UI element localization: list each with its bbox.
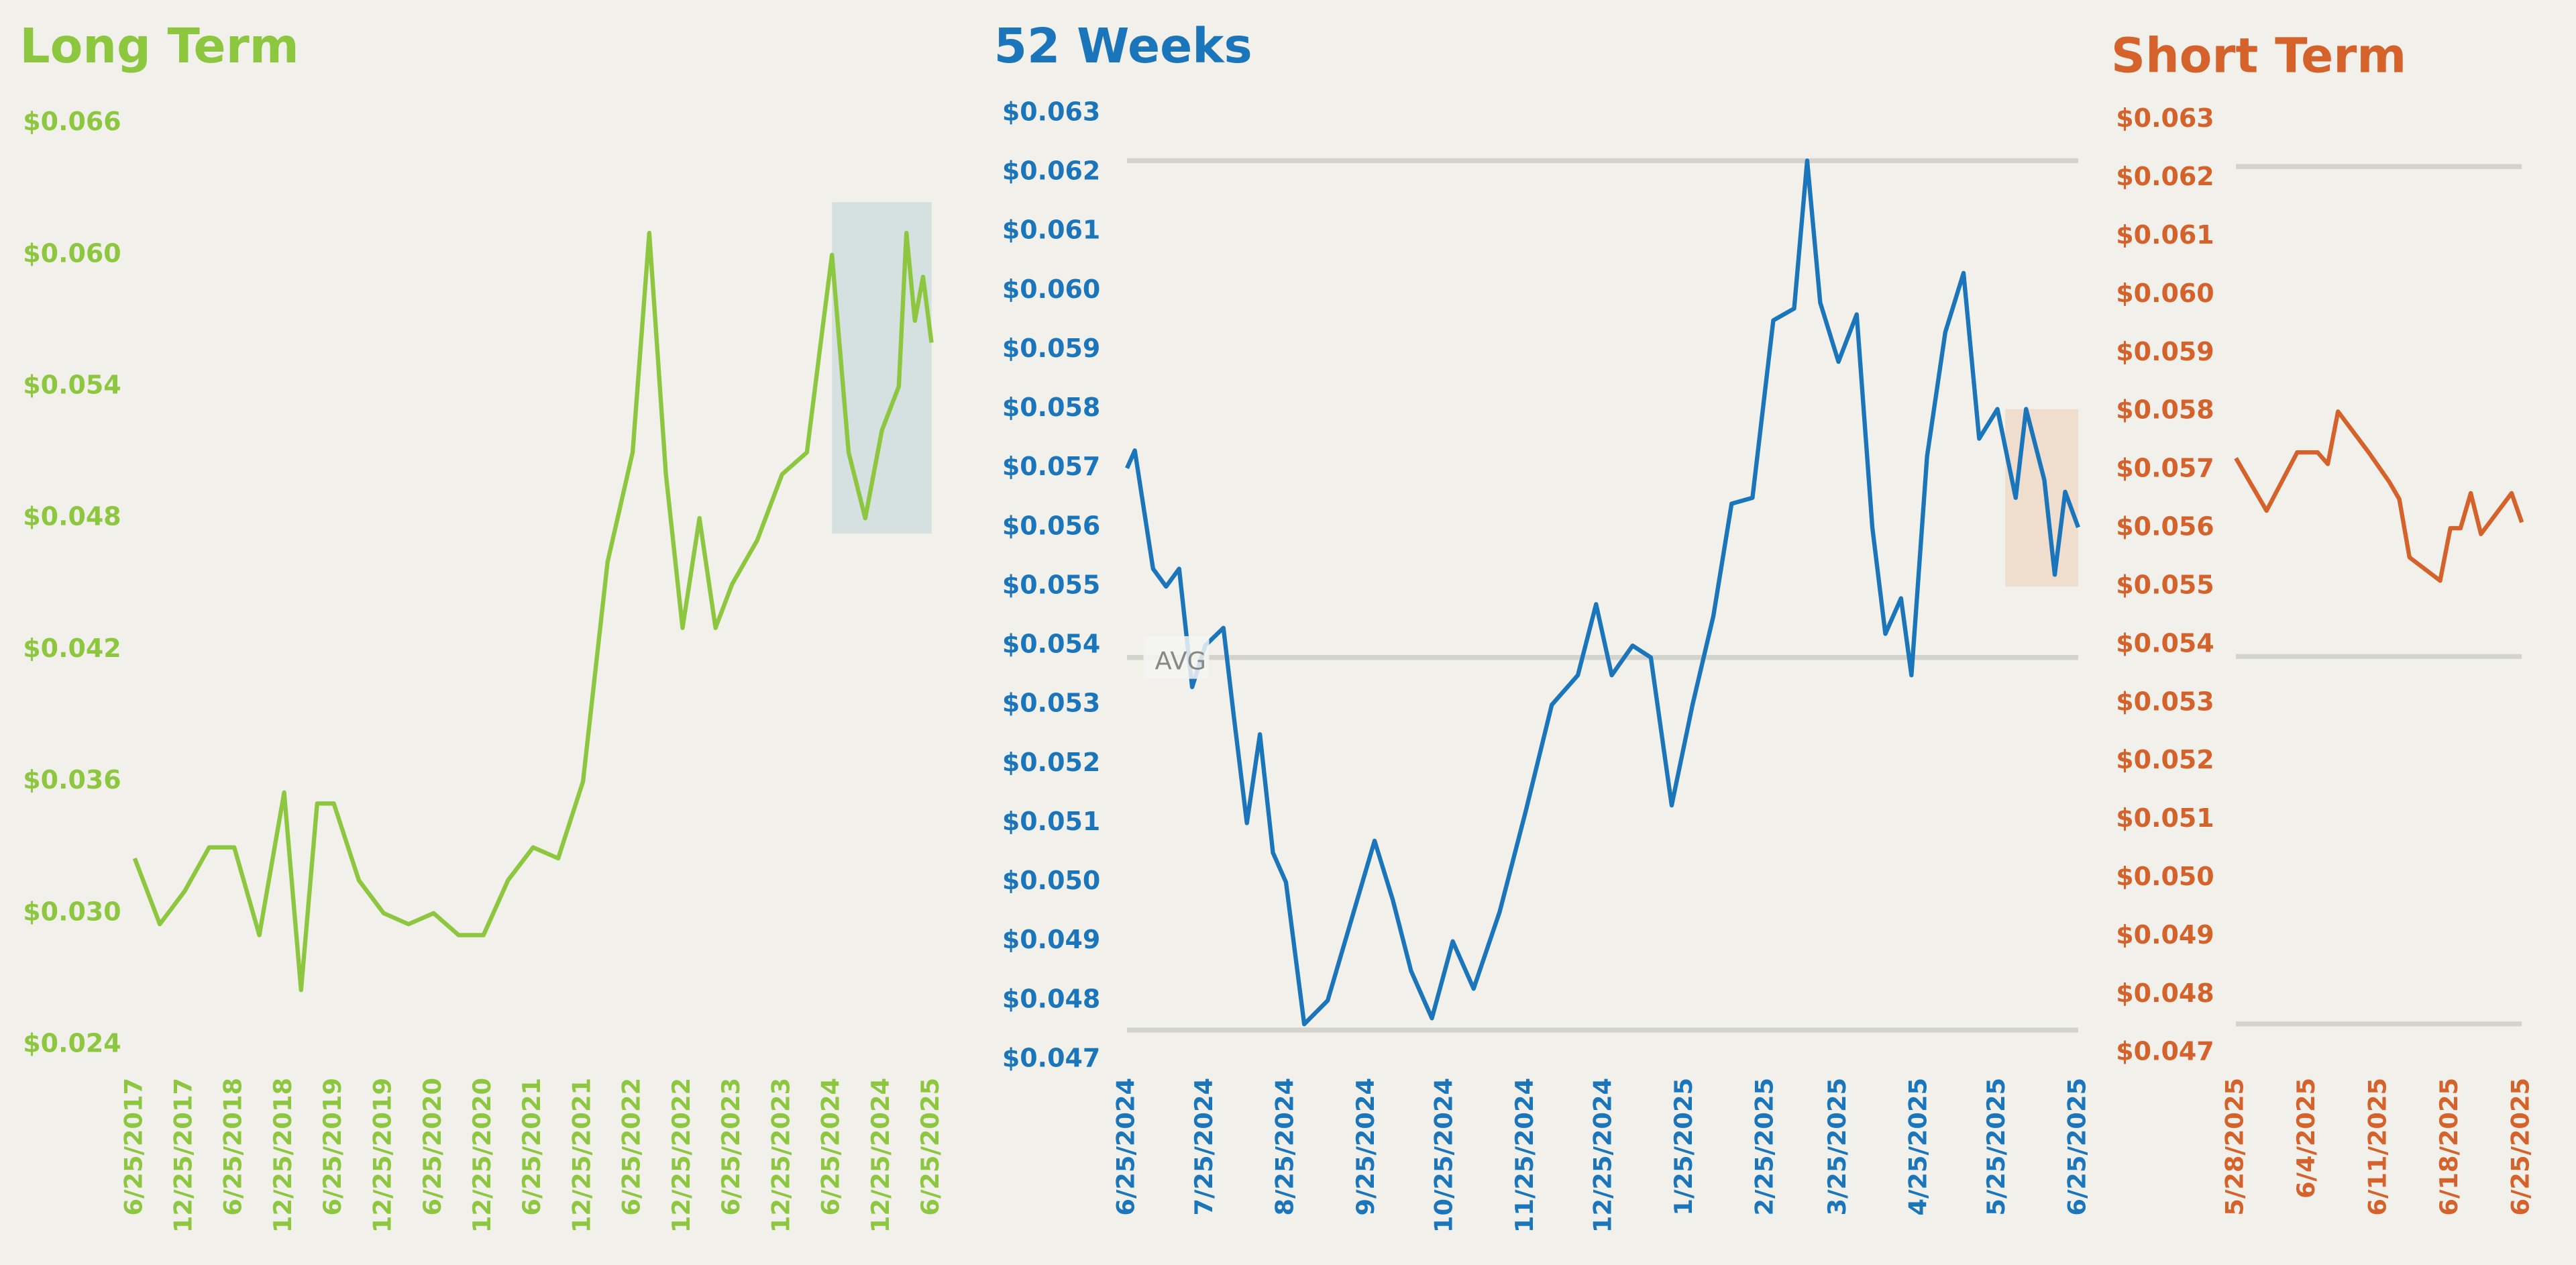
x-tick-label: 2/25/2025 xyxy=(1750,1078,1778,1216)
y-tick-label: $0.055 xyxy=(2116,570,2214,599)
y-tick-label: $0.063 xyxy=(1002,97,1100,126)
y-tick-label: $0.056 xyxy=(2116,512,2214,542)
y-tick-label: $0.050 xyxy=(2116,862,2214,891)
reference-label-bg xyxy=(1143,636,1210,679)
x-tick-label: 5/28/2025 xyxy=(2220,1078,2249,1216)
reference-label: AVG xyxy=(1155,647,1206,676)
x-tick-label: 6/25/2025 xyxy=(2506,1078,2535,1216)
y-tick-label: $0.051 xyxy=(2116,803,2214,833)
x-tick-label: 11/25/2024 xyxy=(1510,1078,1539,1233)
y-tick-label: $0.055 xyxy=(1002,570,1100,599)
y-tick-label: $0.042 xyxy=(23,634,121,663)
y-tick-label: $0.054 xyxy=(2116,628,2214,658)
y-tick-label: $0.056 xyxy=(1002,511,1100,540)
y-tick-label: $0.066 xyxy=(23,107,121,136)
x-tick-label: 6/25/2025 xyxy=(916,1078,945,1216)
y-tick-label: $0.062 xyxy=(2116,162,2214,191)
y-tick-label: $0.057 xyxy=(1002,452,1100,481)
x-tick-label: 1/25/2025 xyxy=(1669,1078,1698,1216)
y-tick-label: $0.059 xyxy=(1002,334,1100,363)
price-line xyxy=(132,230,934,993)
y-tick-label: $0.062 xyxy=(1002,156,1100,186)
x-tick-label: 12/25/2017 xyxy=(169,1078,198,1233)
y-tick-label: $0.063 xyxy=(2116,103,2214,133)
y-tick-label: $0.061 xyxy=(1002,215,1100,245)
x-tick-label: 9/25/2024 xyxy=(1351,1078,1380,1216)
x-tick-label: 6/25/2023 xyxy=(716,1078,745,1216)
x-tick-label: 6/25/2020 xyxy=(418,1078,447,1216)
y-tick-label: $0.052 xyxy=(2116,745,2214,774)
x-tick-label: 12/25/2024 xyxy=(866,1078,895,1233)
y-tick-label: $0.058 xyxy=(1002,393,1100,422)
y-tick-label: $0.053 xyxy=(2116,687,2214,716)
y-tick-label: $0.030 xyxy=(23,897,121,926)
y-tick-label: $0.054 xyxy=(1002,629,1100,659)
x-tick-label: 3/25/2025 xyxy=(1823,1078,1851,1216)
y-tick-label: $0.052 xyxy=(1002,748,1100,777)
y-tick-label: $0.050 xyxy=(1002,866,1100,895)
y-tick-label: $0.061 xyxy=(2116,220,2214,250)
y-tick-label: $0.047 xyxy=(2116,1037,2214,1066)
x-tick-label: 8/25/2024 xyxy=(1270,1078,1299,1216)
x-tick-label: 6/25/2024 xyxy=(1111,1078,1140,1216)
x-tick-label: 6/25/2018 xyxy=(219,1078,248,1216)
x-tick-label: 6/25/2022 xyxy=(617,1078,646,1216)
y-tick-label: $0.024 xyxy=(23,1028,121,1058)
y-tick-label: $0.060 xyxy=(23,238,121,268)
x-tick-label: 6/18/2025 xyxy=(2434,1078,2463,1216)
x-tick-label: 7/25/2024 xyxy=(1189,1078,1218,1216)
price-line xyxy=(1125,158,2080,1027)
x-tick-label: 12/25/2024 xyxy=(1588,1078,1617,1233)
x-tick-label: 12/25/2020 xyxy=(468,1078,496,1233)
x-tick-label: 6/25/2021 xyxy=(517,1078,546,1216)
price-line xyxy=(2234,409,2524,583)
x-tick-label: 6/25/2017 xyxy=(119,1078,148,1216)
x-tick-label: 12/25/2019 xyxy=(368,1078,396,1233)
y-tick-label: $0.047 xyxy=(1002,1043,1100,1072)
y-tick-label: $0.054 xyxy=(23,370,121,399)
y-tick-label: $0.060 xyxy=(1002,274,1100,304)
y-tick-label: $0.049 xyxy=(1002,925,1100,954)
y-tick-label: $0.053 xyxy=(1002,689,1100,718)
y-tick-label: $0.036 xyxy=(23,765,121,795)
x-tick-label: 4/25/2025 xyxy=(1903,1078,1932,1216)
x-tick-label: 6/25/2024 xyxy=(816,1078,845,1216)
y-tick-label: $0.057 xyxy=(2116,454,2214,483)
chart-title: Short Term xyxy=(2111,28,2406,84)
x-tick-label: 6/4/2025 xyxy=(2292,1078,2320,1199)
x-tick-label: 10/25/2024 xyxy=(1429,1078,1458,1233)
x-tick-label: 5/25/2025 xyxy=(1982,1078,2010,1216)
x-tick-label: 6/25/2019 xyxy=(318,1078,347,1216)
x-tick-label: 6/11/2025 xyxy=(2363,1078,2392,1216)
y-tick-label: $0.048 xyxy=(2116,978,2214,1008)
y-tick-label: $0.048 xyxy=(23,502,121,532)
y-tick-label: $0.051 xyxy=(1002,807,1100,836)
chart-title: Long Term xyxy=(19,18,299,74)
y-tick-label: $0.048 xyxy=(1002,984,1100,1013)
x-tick-label: 12/25/2023 xyxy=(766,1078,795,1233)
x-tick-label: 12/25/2021 xyxy=(568,1078,596,1233)
y-tick-label: $0.049 xyxy=(2116,920,2214,950)
x-tick-label: 12/25/2018 xyxy=(268,1078,297,1233)
y-tick-label: $0.059 xyxy=(2116,337,2214,366)
y-tick-label: $0.058 xyxy=(2116,395,2214,425)
chart-title: 52 Weeks xyxy=(994,18,1252,74)
highlight-region xyxy=(832,202,932,534)
x-tick-label: 6/25/2025 xyxy=(2062,1078,2091,1216)
y-tick-label: $0.060 xyxy=(2116,279,2214,308)
x-tick-label: 12/25/2022 xyxy=(667,1078,696,1233)
